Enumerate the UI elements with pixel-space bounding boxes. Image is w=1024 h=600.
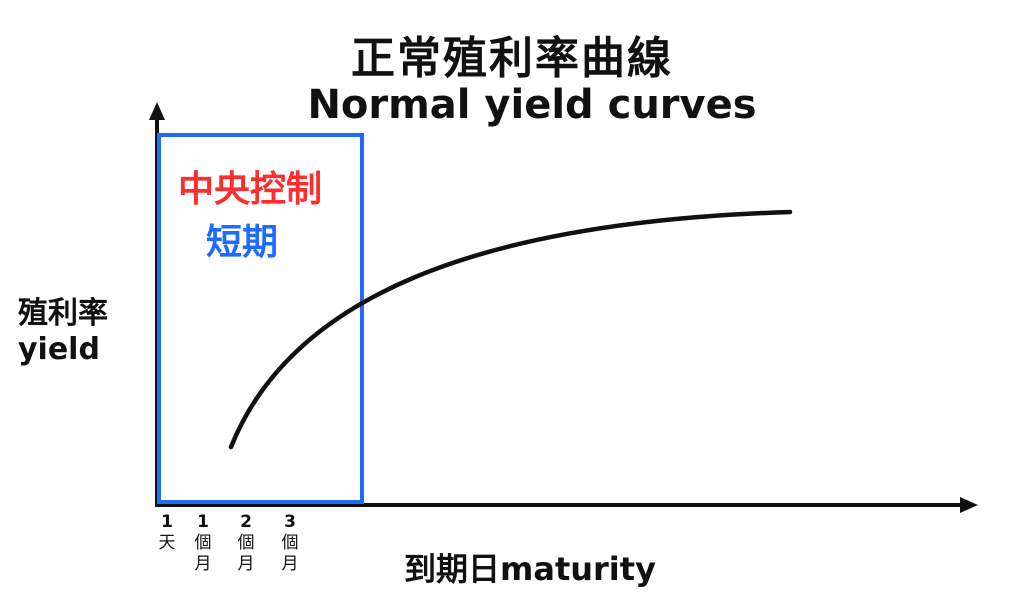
- tick-3-months: 3 個 月: [276, 512, 304, 575]
- title-english: Normal yield curves: [307, 82, 757, 128]
- tick-unit: 個: [281, 533, 299, 553]
- tick-unit: 月: [281, 554, 299, 574]
- x-axis-arrow: [960, 497, 978, 513]
- title-chinese: 正常殖利率曲線: [351, 33, 673, 84]
- tick-number: 1: [197, 512, 209, 532]
- tick-unit: 月: [237, 554, 255, 574]
- tick-unit: 個: [237, 533, 255, 553]
- short-term-box: [157, 133, 364, 504]
- tick-unit: 個: [194, 533, 212, 553]
- y-axis-label-chinese: 殖利率: [18, 296, 108, 331]
- x-axis-label: 到期日maturity: [404, 550, 656, 588]
- tick-number: 3: [284, 512, 296, 532]
- tick-1-month: 1 個 月: [189, 512, 217, 575]
- tick-2-months: 2 個 月: [232, 512, 260, 575]
- yield-curve: [228, 209, 793, 450]
- short-term-label: 短期: [206, 222, 279, 263]
- y-axis-arrow: [149, 102, 165, 120]
- tick-number: 1: [161, 512, 173, 532]
- tick-number: 2: [240, 512, 252, 532]
- tick-1-day: 1 天: [153, 512, 181, 554]
- tick-unit: 天: [158, 533, 176, 553]
- y-axis-label-english: yield: [18, 332, 100, 367]
- central-control-label: 中央控制: [178, 169, 323, 210]
- tick-unit: 月: [194, 554, 212, 574]
